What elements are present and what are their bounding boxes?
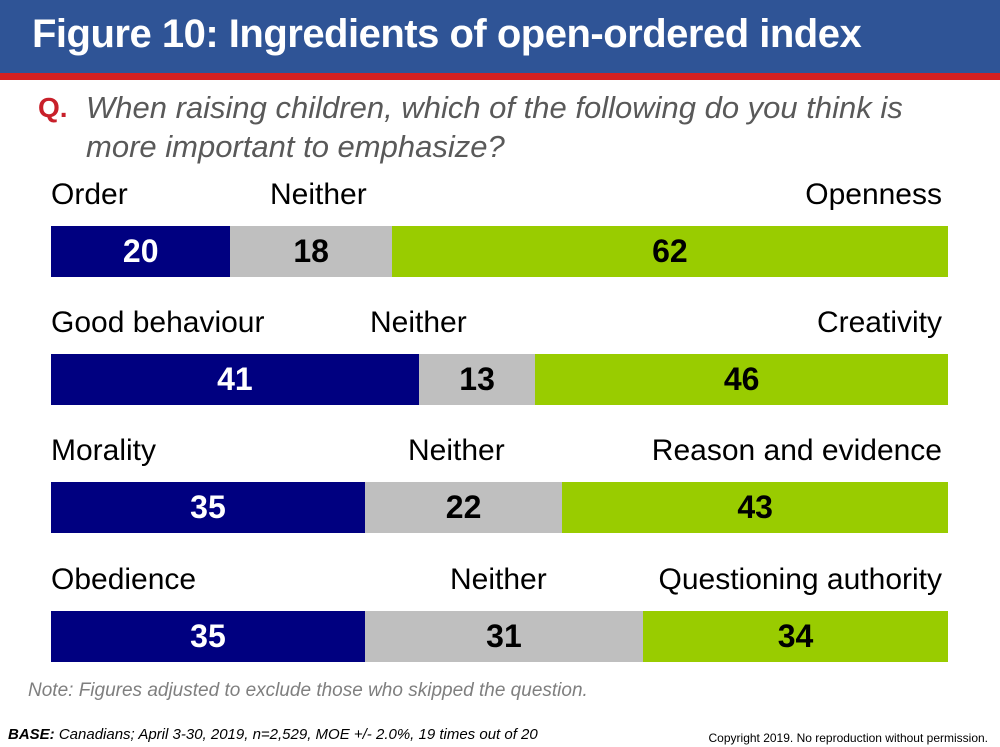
bar-segment-left: 20: [51, 226, 231, 277]
bar-segment-left: 35: [51, 611, 365, 662]
bar-row: 35 22 43: [51, 482, 948, 533]
bar-segment-left: 35: [51, 482, 365, 533]
bar-row: 35 31 34: [51, 611, 948, 662]
bar-segment-neither: 18: [230, 226, 392, 277]
row-neither-label: Neither: [270, 178, 367, 211]
row-left-label: Morality: [51, 434, 157, 467]
row-left-label: Obedience: [51, 563, 197, 596]
row-neither-label: Neither: [450, 563, 547, 596]
header-divider: [0, 73, 1000, 80]
row-neither-label: Neither: [370, 306, 467, 339]
page-title: Figure 10: Ingredients of open-ordered i…: [32, 12, 862, 56]
bar-segment-right: 43: [562, 482, 948, 533]
row-right-label: Reason and evidence: [651, 434, 942, 467]
bar-segment-neither: 13: [418, 354, 536, 405]
base-label: BASE:: [8, 726, 55, 743]
question-text: When raising children, which of the foll…: [86, 90, 903, 164]
bar-segment-neither: 22: [364, 482, 563, 533]
base-text: Canadians; April 3-30, 2019, n=2,529, MO…: [54, 726, 538, 743]
row-neither-label: Neither: [408, 434, 505, 467]
base-info: BASE: Canadians; April 3-30, 2019, n=2,5…: [8, 726, 538, 743]
bar-row: 20 18 62: [51, 226, 948, 277]
footnote: Note: Figures adjusted to exclude those …: [28, 680, 588, 701]
row-left-label: Good behaviour: [51, 306, 265, 339]
bar-segment-right: 62: [391, 226, 948, 277]
bar-segment-left: 41: [51, 354, 419, 405]
question-marker: Q.: [38, 92, 68, 123]
bar-segment-right: 46: [535, 354, 948, 405]
header-bar: Figure 10: Ingredients of open-ordered i…: [0, 0, 1000, 73]
row-right-label: Creativity: [816, 306, 942, 339]
bar-segment-neither: 31: [364, 611, 643, 662]
row-right-label: Questioning authority: [658, 563, 942, 596]
copyright: Copyright 2019. No reproduction without …: [708, 731, 988, 745]
bar-row: 41 13 46: [51, 354, 948, 405]
bar-segment-right: 34: [643, 611, 948, 662]
row-right-label: Openness: [805, 178, 942, 211]
row-left-label: Order: [51, 178, 128, 211]
